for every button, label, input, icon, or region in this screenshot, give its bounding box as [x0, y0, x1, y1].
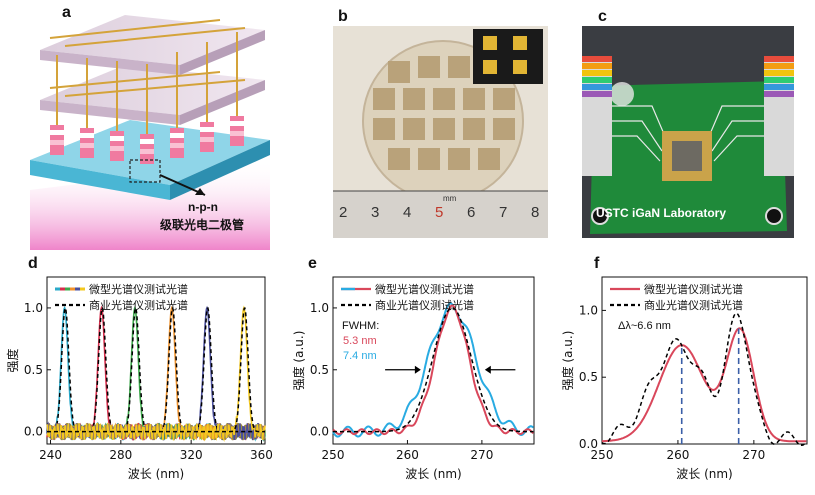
series-line: [46, 305, 266, 441]
fwhm-blue-value: 7.4 nm: [343, 350, 377, 362]
fwhm-arrowhead: [484, 365, 491, 374]
legend-label: 微型光谱仪测试光谱: [89, 282, 188, 296]
series-line: [333, 307, 534, 433]
x-tick-label: 280: [109, 448, 132, 462]
series-line: [47, 307, 265, 433]
plot-frame: [46, 276, 266, 445]
x-axis-label: 波长 (nm): [128, 467, 184, 481]
x-axis-label: 波长 (nm): [405, 467, 461, 481]
ruler-number: 7: [499, 204, 508, 221]
ruler-number: 4: [403, 204, 412, 221]
ruler-number: 8: [531, 204, 540, 221]
legend-label: 商业光谱仪测试光谱: [375, 298, 474, 312]
panel-letter-f: f: [594, 255, 600, 272]
series-line: [332, 302, 534, 438]
pcb-photo: USTC iGaN Laboratory: [582, 26, 794, 238]
series-line: [46, 305, 266, 442]
legend-label: 商业光谱仪测试光谱: [89, 298, 188, 312]
x-tick-label: 360: [250, 448, 273, 462]
y-axis-label: 强度 (a.u.): [291, 331, 306, 391]
series-line: [47, 307, 265, 433]
series-line: [601, 312, 807, 447]
x-tick-label: 250: [322, 448, 345, 462]
diode-label-line1: n-p-n: [188, 200, 218, 214]
x-tick-label: 320: [180, 448, 203, 462]
x-tick-label: 270: [742, 448, 765, 462]
ruler-numbers: 2 3 4 5 6 7 8: [333, 204, 548, 234]
x-tick-label: 250: [591, 448, 614, 462]
ruler-number: 3: [371, 204, 380, 221]
x-axis-label: 波长 (nm): [676, 467, 732, 481]
series-line: [47, 307, 265, 433]
y-axis-label: 强度 (a.u.): [560, 331, 575, 391]
panel-letter-b: b: [338, 8, 348, 25]
series-line: [46, 305, 266, 442]
board-label: USTC iGaN Laboratory: [596, 206, 727, 220]
y-tick-label: 1.0: [310, 301, 329, 315]
legend-label: 商业光谱仪测试光谱: [644, 298, 743, 312]
y-tick-label: 1.0: [24, 301, 43, 315]
series-line: [46, 305, 266, 442]
plot-frame: [601, 276, 808, 445]
y-tick-label: 0.5: [579, 370, 598, 384]
legend-label: 微型光谱仪测试光谱: [644, 282, 743, 296]
y-axis-label: 强度: [5, 348, 20, 372]
y-tick-label: 0.0: [579, 437, 598, 451]
delta-lambda-label: Δλ~6.6 nm: [618, 320, 671, 332]
y-tick-label: 1.0: [579, 303, 598, 317]
ruler-number: 6: [467, 204, 476, 221]
y-tick-label: 0.0: [310, 425, 329, 439]
x-tick-label: 260: [396, 448, 419, 462]
panel-letter-e: e: [308, 255, 317, 272]
x-tick-label: 270: [470, 448, 493, 462]
series-line: [332, 304, 534, 436]
panel-letter-a: a: [62, 4, 71, 21]
y-tick-label: 0.5: [24, 363, 43, 377]
series-line: [46, 305, 266, 443]
y-tick-label: 0.5: [310, 363, 329, 377]
series-line: [47, 307, 265, 433]
wafer-photo: mm 2 3 4 5 6 7 8: [333, 26, 548, 238]
x-tick-label: 260: [666, 448, 689, 462]
ruler-number: 5: [435, 204, 444, 221]
fwhm-title: FWHM:: [342, 320, 380, 332]
panel-letter-d: d: [28, 255, 38, 272]
y-tick-label: 0.0: [24, 425, 43, 439]
fwhm-red-value: 5.3 nm: [343, 335, 377, 347]
device-illustration: [30, 15, 270, 250]
ruler-number: 2: [339, 204, 348, 221]
series-line: [46, 305, 266, 441]
panel-letter-c: c: [598, 8, 607, 25]
series-line: [47, 307, 265, 433]
plot-frame: [332, 276, 535, 445]
fwhm-arrowhead: [414, 365, 421, 374]
diode-label-line2: 级联光电二极管: [160, 218, 245, 232]
series-line: [602, 327, 807, 443]
ruler-unit: mm: [443, 194, 457, 203]
legend-label: 微型光谱仪测试光谱: [375, 282, 474, 296]
pillar-array: [50, 116, 244, 164]
x-tick-label: 240: [39, 448, 62, 462]
series-line: [47, 307, 265, 433]
